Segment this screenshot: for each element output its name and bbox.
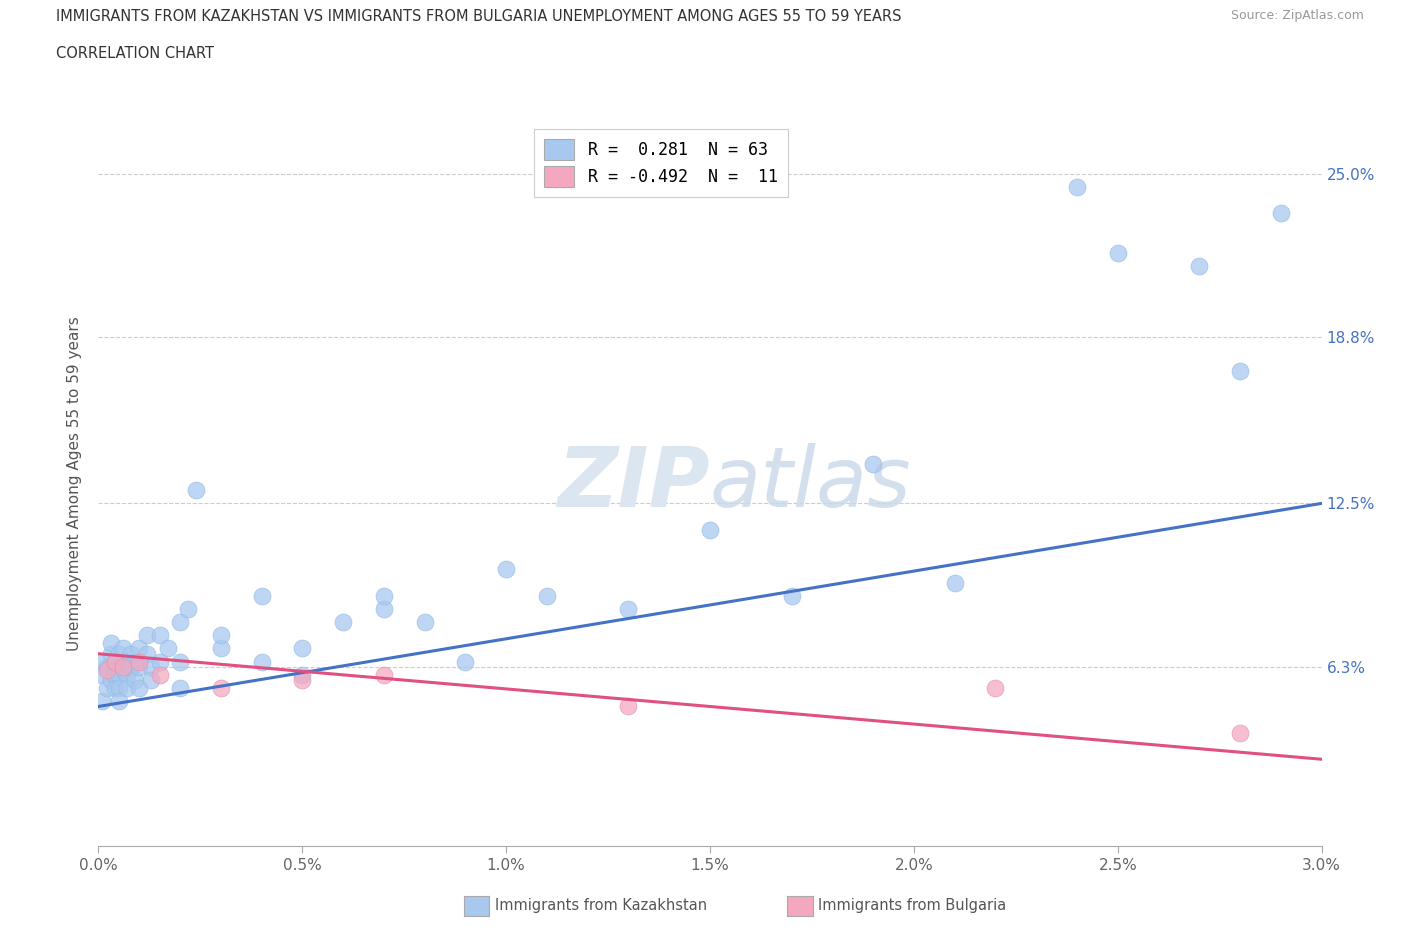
Point: [617, 699, 640, 714]
Point: [862, 457, 884, 472]
Text: CORRELATION CHART: CORRELATION CHART: [56, 46, 214, 61]
Point: [128, 654, 150, 669]
Text: Immigrants from Bulgaria: Immigrants from Bulgaria: [818, 898, 1007, 913]
Text: Immigrants from Kazakhstan: Immigrants from Kazakhstan: [495, 898, 707, 913]
Point: [169, 681, 191, 696]
Point: [1229, 725, 1251, 740]
Point: [108, 681, 131, 696]
Point: [617, 602, 640, 617]
Point: [111, 641, 134, 656]
Point: [111, 662, 134, 677]
Y-axis label: Unemployment Among Ages 55 to 59 years: Unemployment Among Ages 55 to 59 years: [67, 316, 83, 651]
Point: [1066, 179, 1088, 194]
Point: [91, 694, 114, 709]
Point: [108, 668, 131, 683]
Point: [128, 659, 150, 674]
Point: [124, 672, 146, 687]
Point: [141, 672, 163, 687]
Point: [91, 654, 114, 669]
Point: [1270, 206, 1292, 220]
Point: [104, 654, 127, 669]
Point: [984, 681, 1007, 696]
Point: [209, 641, 232, 656]
Point: [115, 654, 138, 669]
Point: [115, 668, 138, 683]
Point: [96, 659, 118, 674]
Point: [291, 641, 314, 656]
Point: [1107, 246, 1129, 260]
Point: [495, 562, 517, 577]
Point: [128, 641, 150, 656]
Point: [120, 646, 142, 661]
Point: [111, 654, 134, 669]
Point: [373, 589, 395, 604]
Text: atlas: atlas: [710, 443, 911, 525]
Point: [209, 681, 232, 696]
Point: [413, 615, 436, 630]
Point: [332, 615, 354, 630]
Point: [186, 483, 208, 498]
Point: [136, 628, 159, 643]
Text: Source: ZipAtlas.com: Source: ZipAtlas.com: [1230, 9, 1364, 22]
Point: [250, 589, 273, 604]
Point: [100, 636, 122, 651]
Point: [115, 681, 138, 696]
Point: [100, 646, 122, 661]
Point: [169, 615, 191, 630]
Point: [149, 668, 172, 683]
Point: [250, 654, 273, 669]
Point: [156, 641, 179, 656]
Point: [149, 654, 172, 669]
Point: [100, 672, 122, 687]
Point: [699, 523, 721, 538]
Point: [291, 672, 314, 687]
Point: [96, 662, 118, 677]
Point: [111, 659, 134, 674]
Point: [1188, 259, 1211, 273]
Point: [373, 602, 395, 617]
Point: [104, 654, 127, 669]
Point: [104, 681, 127, 696]
Point: [536, 589, 558, 604]
Point: [104, 668, 127, 683]
Point: [124, 654, 146, 669]
Legend: R =  0.281  N = 63, R = -0.492  N =  11: R = 0.281 N = 63, R = -0.492 N = 11: [534, 129, 787, 196]
Point: [780, 589, 803, 604]
Point: [141, 659, 163, 674]
Point: [128, 681, 150, 696]
Text: ZIP: ZIP: [557, 443, 710, 525]
Point: [120, 659, 142, 674]
Point: [291, 668, 314, 683]
Text: IMMIGRANTS FROM KAZAKHSTAN VS IMMIGRANTS FROM BULGARIA UNEMPLOYMENT AMONG AGES 5: IMMIGRANTS FROM KAZAKHSTAN VS IMMIGRANTS…: [56, 9, 901, 24]
Point: [108, 694, 131, 709]
Point: [1229, 364, 1251, 379]
Point: [149, 628, 172, 643]
Point: [136, 646, 159, 661]
Point: [373, 668, 395, 683]
Point: [96, 681, 118, 696]
Point: [108, 646, 131, 661]
Point: [209, 628, 232, 643]
Point: [454, 654, 477, 669]
Point: [177, 602, 200, 617]
Point: [169, 654, 191, 669]
Point: [91, 668, 114, 683]
Point: [943, 575, 966, 590]
